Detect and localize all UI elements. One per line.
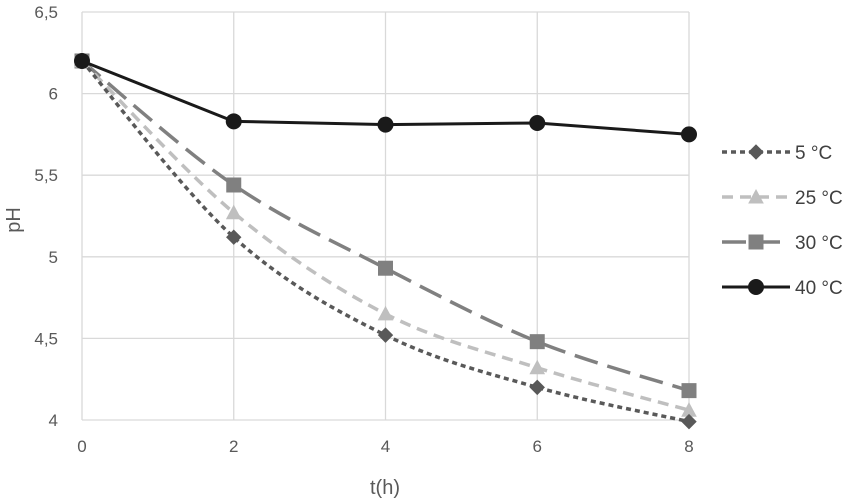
data-point (225, 113, 242, 130)
y-tick-label: 6 (49, 85, 58, 104)
x-tick-label: 6 (533, 437, 542, 456)
data-point (74, 52, 90, 69)
legend-item: 30 °C (722, 233, 843, 254)
y-tick-label: 5 (49, 248, 58, 267)
legend-marker (748, 188, 764, 204)
legend-label: 5 °C (795, 143, 832, 164)
data-point (681, 126, 697, 143)
legend-item: 5 °C (722, 143, 832, 164)
legend: 5 °C 25 °C 30 °C 40 °C (722, 143, 843, 299)
data-point (529, 334, 545, 350)
data-point (529, 379, 545, 396)
data-point (681, 383, 697, 399)
y-axis-title: pH (3, 207, 25, 233)
data-point (225, 204, 242, 220)
legend-marker (748, 144, 764, 160)
series-line (80, 59, 690, 412)
legend-item: 25 °C (722, 188, 843, 209)
y-tick-label: 5,5 (34, 166, 58, 185)
legend-marker (748, 279, 764, 295)
x-tick-label: 8 (684, 437, 693, 456)
data-point (377, 116, 394, 133)
data-point (226, 177, 242, 193)
legend-label: 40 °C (795, 278, 843, 299)
y-tick-label: 4 (49, 411, 58, 430)
legend-item: 40 °C (722, 278, 843, 299)
series-layer (74, 52, 697, 430)
data-point (529, 359, 546, 375)
data-point (226, 229, 242, 245)
x-tick-label: 0 (77, 437, 86, 456)
y-tick-label: 6,5 (34, 3, 58, 22)
legend-label: 25 °C (795, 188, 843, 209)
series-circle (74, 52, 697, 143)
data-point (377, 327, 394, 343)
data-point (377, 305, 394, 321)
legend-marker (748, 234, 764, 250)
data-point (681, 413, 697, 430)
x-axis-title: t(h) (370, 477, 400, 499)
y-tick-label: 4,5 (34, 329, 58, 348)
grid (81, 11, 690, 421)
legend-label: 30 °C (795, 233, 843, 254)
x-tick-labels: 0 2 4 6 8 (77, 437, 693, 456)
x-tick-label: 4 (381, 437, 390, 456)
x-tick-label: 2 (229, 437, 238, 456)
y-tick-labels: 4 4,5 5 5,5 6 6,5 (34, 3, 58, 430)
data-point (529, 114, 546, 131)
data-point (378, 260, 393, 276)
